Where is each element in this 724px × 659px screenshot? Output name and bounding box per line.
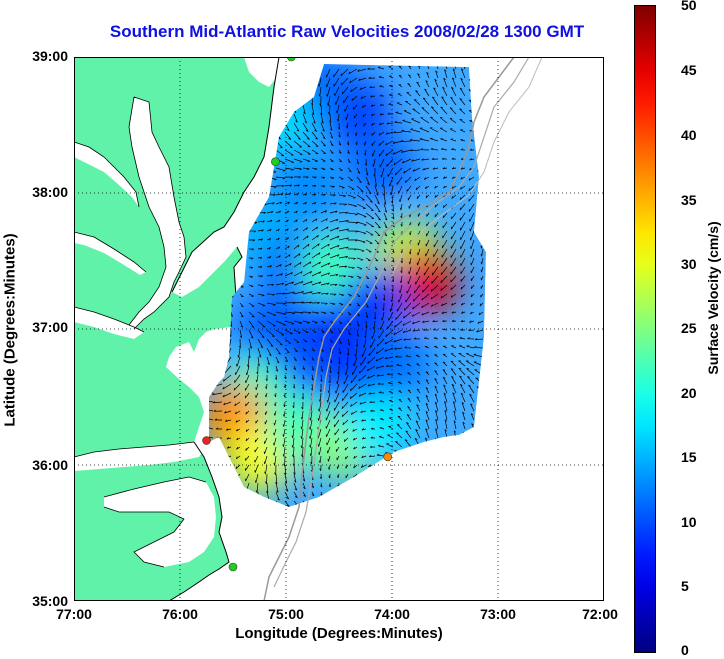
colorbar-tick-5: 5 — [681, 578, 689, 594]
delaware-bay — [244, 57, 279, 87]
x-tick-76: 76:00 — [162, 606, 198, 622]
y-axis-label: Latitude (Degrees:Minutes) — [1, 233, 19, 427]
y-tick-36: 36:00 — [32, 457, 68, 473]
james-river — [74, 307, 144, 339]
shelf-break-isobath-3 — [391, 57, 543, 276]
y-tick-39: 39:00 — [32, 48, 68, 64]
map-plot-area — [74, 57, 604, 601]
x-tick-75: 75:00 — [268, 606, 304, 622]
colorbar-tick-25: 25 — [681, 320, 697, 336]
colorbar-tick-50: 50 — [681, 0, 697, 13]
shelf-break-isobath-2 — [273, 57, 530, 588]
colorbar-tick-10: 10 — [681, 514, 697, 530]
map-svg — [74, 57, 604, 601]
coastline-detail — [74, 96, 207, 568]
albemarle-sound — [74, 442, 204, 471]
y-tick-37: 37:00 — [32, 319, 68, 335]
radar-site-marker — [271, 157, 280, 167]
potomac-river — [74, 142, 139, 207]
x-tick-77: 77:00 — [56, 606, 92, 622]
colorbar-tick-40: 40 — [681, 127, 697, 143]
colorbar-label: Surface Velocity (cm/s) — [705, 221, 721, 375]
speed-blob — [347, 131, 416, 200]
colorbar-tick-45: 45 — [681, 62, 697, 78]
pamlico-sound — [104, 477, 216, 567]
radar-site-marker — [228, 562, 238, 572]
x-tick-73: 73:00 — [480, 606, 516, 622]
shelf-break-isobath-1 — [263, 57, 515, 601]
colorbar-tick-30: 30 — [681, 256, 697, 272]
colorbar-tick-15: 15 — [681, 449, 697, 465]
speed-blob — [342, 390, 411, 459]
radar-site-marker — [383, 452, 393, 462]
y-tick-38: 38:00 — [32, 184, 68, 200]
colorbar-tick-20: 20 — [681, 385, 697, 401]
y-tick-35: 35:00 — [32, 593, 68, 609]
x-tick-72: 72:00 — [582, 606, 618, 622]
radar-site-marker — [202, 436, 211, 445]
colorbar-tick-0: 0 — [681, 642, 689, 658]
x-tick-74: 74:00 — [374, 606, 410, 622]
graticule-grid — [74, 57, 604, 601]
x-axis-label: Longitude (Degrees:Minutes) — [235, 625, 443, 642]
chart-title: Southern Mid-Atlantic Raw Velocities 200… — [109, 22, 585, 41]
rappahannock-river — [74, 232, 146, 275]
colorbar — [634, 5, 656, 653]
colorbar-tick-35: 35 — [681, 192, 697, 208]
chesapeake-bay — [129, 97, 186, 329]
velocity-coverage — [209, 64, 486, 507]
map-border — [74, 57, 604, 601]
